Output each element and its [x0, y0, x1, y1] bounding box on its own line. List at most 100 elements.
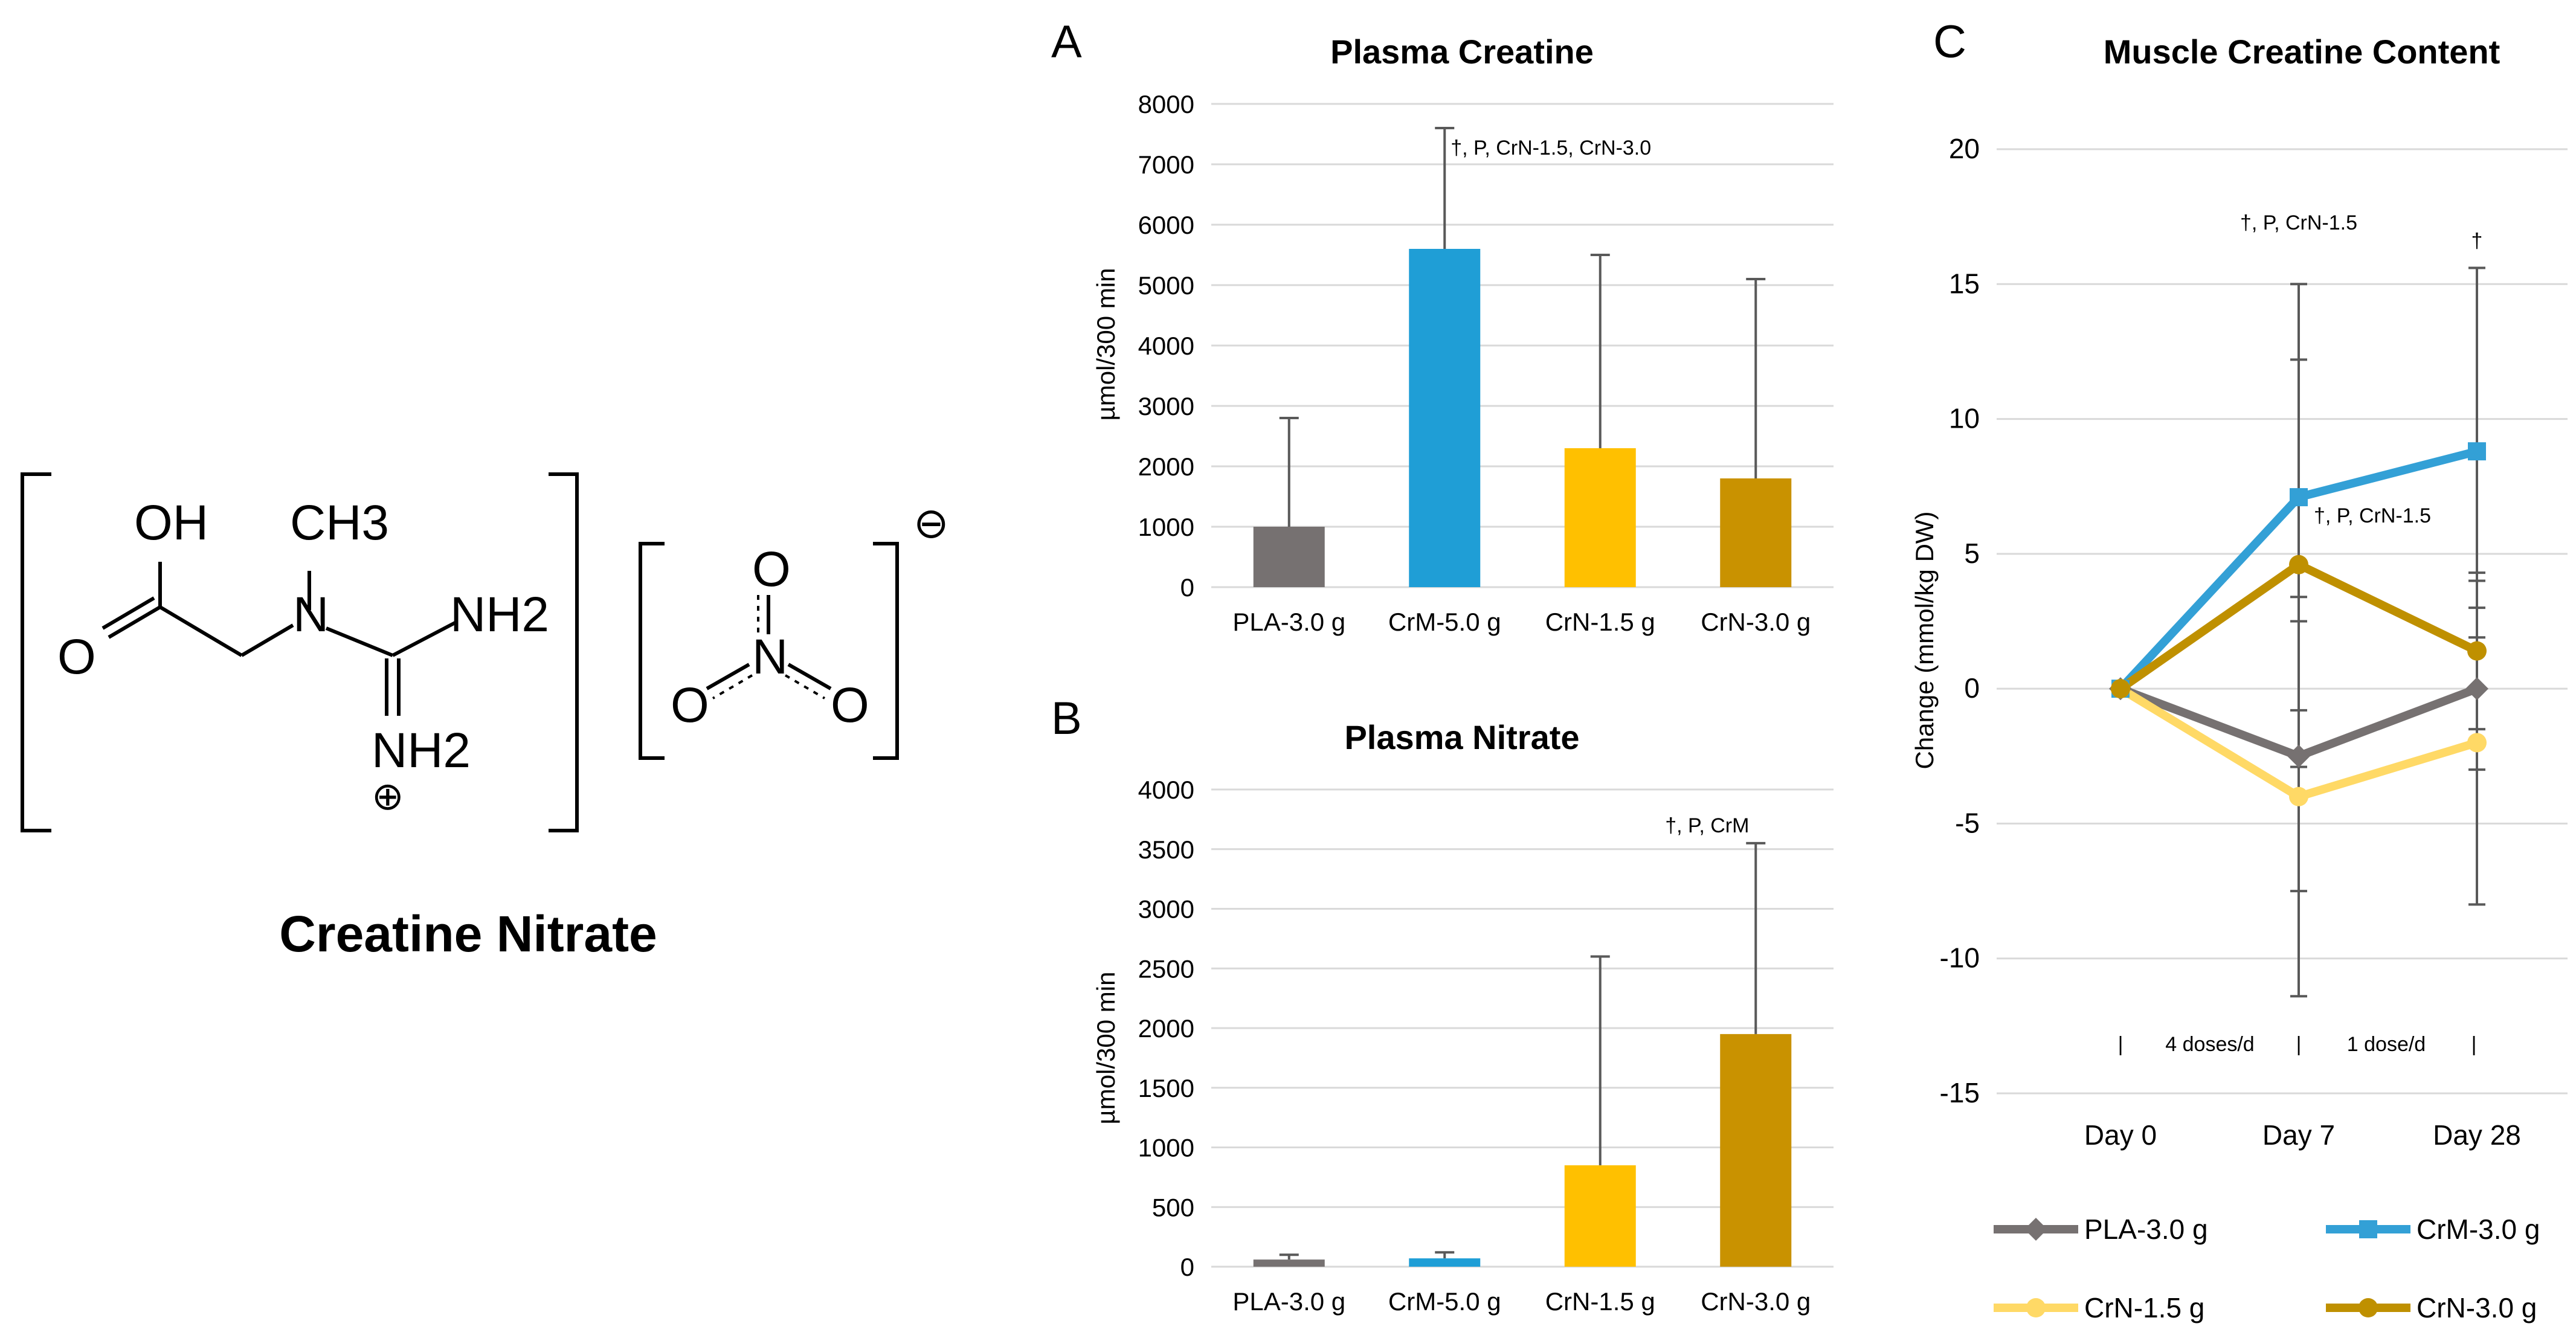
- y-tick-label: 500: [1152, 1193, 1194, 1221]
- atom-n: N: [293, 587, 329, 642]
- panel-b-title: Plasma Nitrate: [1344, 718, 1579, 756]
- bond-c-ch2: [159, 605, 243, 657]
- bar: [1409, 1258, 1481, 1267]
- nitrate-bond-left: [706, 663, 750, 690]
- y-tick-label: -10: [1940, 942, 1980, 974]
- bar: [1253, 1259, 1325, 1267]
- bracket-right: [549, 472, 579, 832]
- y-tick-label: 3000: [1138, 392, 1194, 420]
- panel-b-ylabel: µmol/300 min: [1092, 972, 1120, 1125]
- legend-marker: [2024, 1218, 2047, 1241]
- y-tick-label: 2000: [1138, 452, 1194, 481]
- y-tick-label: 3000: [1138, 895, 1194, 924]
- legend-label: CrM-3.0 g: [2417, 1214, 2540, 1245]
- legend-marker: [2026, 1298, 2046, 1317]
- phase-label-loading: 4 doses/d: [2165, 1033, 2254, 1056]
- x-tick-label: CrN-1.5 g: [1545, 1287, 1655, 1316]
- x-tick-label: PLA-3.0 g: [1232, 608, 1345, 636]
- y-tick-label: 8000: [1138, 90, 1194, 118]
- y-tick-label: 5000: [1138, 271, 1194, 300]
- bar: [1720, 478, 1792, 587]
- bond-c-o-1: [108, 605, 161, 639]
- y-tick-label: 3500: [1138, 835, 1194, 864]
- y-tick-label: -5: [1955, 807, 1980, 838]
- x-tick-label: CrN-3.0 g: [1701, 608, 1811, 636]
- x-tick-label: CrN-1.5 g: [1545, 608, 1655, 636]
- atom-ch3: CH3: [290, 495, 389, 550]
- nitrate-atom-o-top: O: [752, 542, 791, 597]
- nitrate-bracket-right: [873, 542, 899, 760]
- panel-a-ylabel: µmol/300 min: [1092, 268, 1120, 421]
- atom-o-carbonyl: O: [57, 629, 96, 684]
- bracket-left: [21, 472, 51, 832]
- nitrate-bond-right-dashed: [784, 674, 826, 699]
- nitrate-atom-o-left: O: [671, 678, 709, 733]
- x-tick-label: Day 0: [2084, 1119, 2157, 1151]
- nitrate-bond-right: [787, 663, 832, 690]
- atom-nh2-top: NH2: [450, 587, 549, 642]
- y-tick-label: 2500: [1138, 954, 1194, 983]
- significance-annotation: †, P, CrN-1.5, CrN-3.0: [1451, 137, 1651, 159]
- significance-annotation: †, P, CrN-1.5: [2240, 211, 2357, 234]
- data-point: [2465, 677, 2488, 701]
- y-tick-label: 1500: [1138, 1074, 1194, 1102]
- y-tick-label: 1000: [1138, 1134, 1194, 1162]
- atom-oh: OH: [134, 495, 208, 550]
- panel-c-letter: C: [1933, 16, 1966, 68]
- y-tick-label: 10: [1949, 403, 1980, 434]
- x-tick-label: Day 28: [2433, 1119, 2521, 1151]
- y-tick-label: 1000: [1138, 513, 1194, 541]
- bar: [1253, 527, 1325, 587]
- y-tick-label: 2000: [1138, 1014, 1194, 1043]
- x-tick-label: CrM-5.0 g: [1388, 1287, 1501, 1316]
- data-point: [2290, 488, 2308, 507]
- data-point: [2111, 679, 2130, 699]
- y-tick-label: 0: [1180, 1253, 1194, 1281]
- nitrate-bracket-left: [639, 542, 665, 760]
- legend-label: CrN-1.5 g: [2084, 1292, 2204, 1323]
- phase-separator: |: [2118, 1033, 2124, 1056]
- x-tick-label: PLA-3.0 g: [1232, 1287, 1345, 1316]
- phase-separator: |: [2296, 1033, 2302, 1056]
- phase-label-maintenance: 1 dose/d: [2347, 1033, 2426, 1056]
- x-tick-label: Day 7: [2262, 1119, 2335, 1151]
- y-tick-label: 5: [1964, 538, 1980, 569]
- nitrate-bond-left-dashed: [712, 674, 753, 699]
- data-point: [2289, 555, 2308, 574]
- panel-c-title: Muscle Creatine Content: [2104, 33, 2500, 71]
- charge-minus: ⊖: [913, 500, 949, 547]
- bond-c-o-2: [101, 596, 155, 630]
- data-point: [2467, 641, 2487, 661]
- panel-c-chart: C Muscle Creatine Content Change (mmol/k…: [1910, 16, 2568, 1323]
- legend-marker: [2359, 1298, 2378, 1317]
- data-point: [2468, 442, 2486, 461]
- y-tick-label: 0: [1964, 672, 1980, 704]
- significance-annotation: †, P, CrM: [1665, 814, 1749, 837]
- y-tick-label: 7000: [1138, 150, 1194, 179]
- panel-b-chart: B Plasma Nitrate µmol/300 min 0 500 1000 15…: [1051, 693, 1834, 1316]
- legend-marker: [2359, 1220, 2377, 1238]
- phase-separator: |: [2471, 1033, 2477, 1056]
- bond-ch2-n: [240, 623, 294, 657]
- bar: [1720, 1034, 1792, 1267]
- nitrate-atom-o-right: O: [831, 678, 869, 733]
- bar: [1564, 1165, 1636, 1267]
- data-point: [2289, 786, 2308, 806]
- charge-plus: ⊕: [372, 774, 404, 818]
- creatine-nitrate-structure: [21, 472, 899, 832]
- x-tick-label: CrN-3.0 g: [1701, 1287, 1811, 1316]
- panel-c-ylabel: Change (mmol/kg DW): [1910, 511, 1939, 769]
- atom-nh2-bottom: NH2: [372, 723, 471, 778]
- panel-a-letter: A: [1051, 16, 1082, 68]
- significance-annotation: †: [2471, 230, 2483, 252]
- bar: [1409, 249, 1481, 587]
- significance-annotation: †, P, CrN-1.5: [2314, 504, 2431, 527]
- molecule-name: Creatine Nitrate: [279, 905, 657, 962]
- bond-n-c: [325, 626, 394, 657]
- legend-label: CrN-3.0 g: [2417, 1292, 2537, 1323]
- bond-c-nh2: [391, 620, 457, 657]
- y-tick-label: 4000: [1138, 776, 1194, 804]
- y-tick-label: 20: [1949, 133, 1980, 164]
- panel-a-chart: A Plasma Creatine µmol/300 min 0 1000 2000…: [1051, 16, 1834, 636]
